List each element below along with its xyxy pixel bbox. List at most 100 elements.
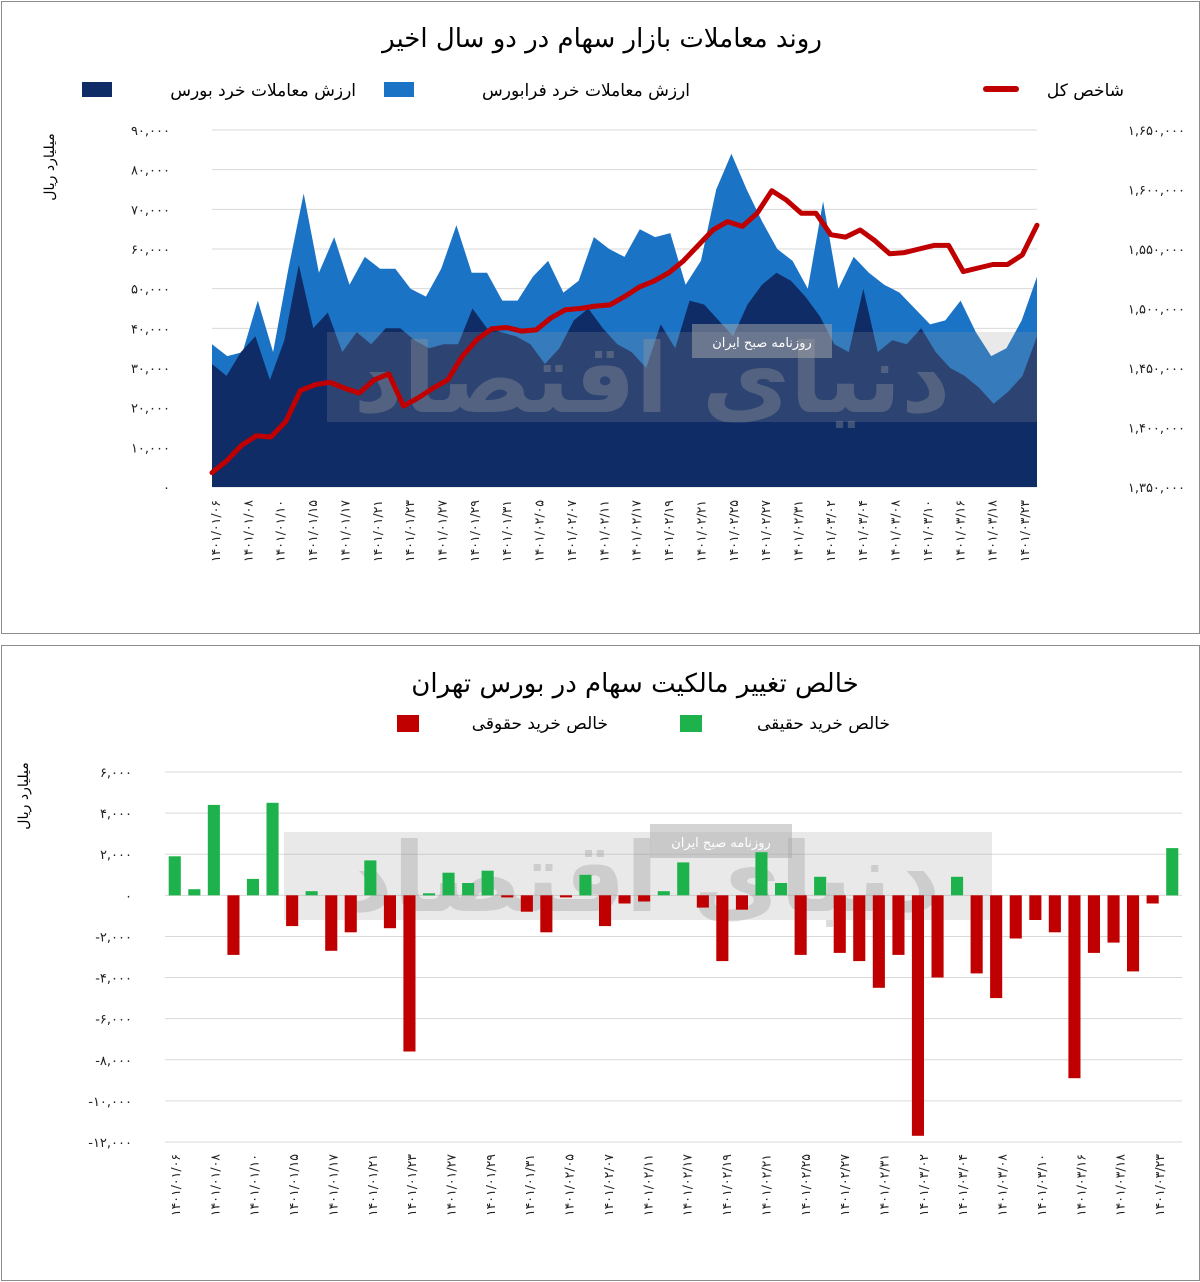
svg-text:روزنامه صبح ایران: روزنامه صبح ایران	[712, 336, 812, 351]
y-tick-label: -۸,۰۰۰	[95, 1054, 132, 1069]
bar	[696, 895, 709, 908]
x-tick-label: ۱۴۰۱/۰۱/۲۷	[444, 1154, 459, 1216]
bar	[814, 876, 827, 896]
x-tick-label: ۱۴۰۱/۰۱/۲۹	[483, 1154, 498, 1216]
x-tick-label: ۱۴۰۱/۰۱/۲۱	[370, 500, 385, 562]
bar	[462, 883, 475, 896]
y2-tick-label: ۱,۴۰۰,۰۰۰	[1128, 422, 1185, 437]
bar	[168, 856, 181, 896]
bar	[344, 895, 357, 933]
y-tick-label: -۱۰,۰۰۰	[88, 1095, 132, 1110]
legend-swatch-legal	[397, 715, 419, 732]
y-tick-label: ۰	[163, 481, 170, 496]
bar	[911, 895, 924, 1136]
bar	[1127, 895, 1140, 972]
x-tick-label: ۱۴۰۱/۰۲/۳۱	[877, 1154, 892, 1216]
x-tick-label: ۱۴۰۱/۰۲/۲۱	[758, 1154, 773, 1216]
bar	[1087, 895, 1100, 953]
x-tick-label: ۱۴۰۱/۰۲/۲۷	[758, 500, 773, 562]
x-tick-label: ۱۴۰۱/۰۲/۲۵	[726, 500, 741, 562]
bar	[735, 895, 748, 910]
y-axis-label: میلیارد ریال	[16, 762, 32, 829]
bar	[1146, 895, 1159, 904]
bar	[364, 860, 377, 896]
x-tick-label: ۱۴۰۱/۰۳/۲۳	[1152, 1154, 1167, 1216]
legend-label-farabourse: ارزش معاملات خرد فرابورس	[482, 81, 690, 101]
bar	[403, 895, 416, 1052]
x-tick-label: ۱۴۰۱/۰۳/۱۸	[1113, 1154, 1128, 1216]
bar	[286, 895, 299, 927]
x-tick-label: ۱۴۰۱/۰۱/۰۶	[168, 1154, 183, 1216]
net-ownership-chart: خالص تغییر مالکیت سهام در بورس تهران خال…	[16, 669, 1182, 1216]
chart-title: خالص تغییر مالکیت سهام در بورس تهران	[411, 669, 858, 699]
x-tick-label: ۱۴۰۱/۰۳/۰۴	[955, 1154, 970, 1216]
x-tick-label: ۱۴۰۱/۰۲/۰۷	[564, 500, 579, 562]
y2-tick-label: ۱,۴۵۰,۰۰۰	[1128, 362, 1185, 377]
x-tick-label: ۱۴۰۱/۰۳/۱۸	[985, 500, 1000, 562]
x-tick-label: ۱۴۰۱/۰۱/۲۷	[435, 500, 450, 562]
y-tick-label: ۴۰,۰۰۰	[131, 322, 170, 337]
bar	[599, 895, 612, 927]
y2-tick-label: ۱,۵۰۰,۰۰۰	[1128, 303, 1185, 318]
x-tick-label: ۱۴۰۱/۰۳/۱۰	[920, 500, 935, 562]
index-line-series	[209, 188, 1040, 476]
bar	[1009, 895, 1022, 939]
legend-label-individual: خالص خرید حقیقی	[757, 714, 890, 734]
bar	[657, 891, 670, 896]
x-tick-label: ۱۴۰۱/۰۲/۱۹	[719, 1154, 734, 1216]
chart-title: روند معاملات بازار سهام در دو سال اخیر	[380, 24, 822, 54]
legend-swatch-farabourse	[384, 82, 414, 97]
bar	[188, 889, 201, 896]
watermark: دنیای اقتصاد روزنامه صبح ایران	[327, 323, 1037, 435]
x-tick-label: ۱۴۰۱/۰۲/۰۵	[562, 1154, 577, 1216]
bar	[246, 878, 259, 896]
y-tick-label: ۶,۰۰۰	[100, 766, 132, 781]
x-tick-label: ۱۴۰۱/۰۱/۰۸	[207, 1154, 222, 1216]
y-tick-label: ۷۰,۰۰۰	[131, 203, 170, 218]
y-tick-label: ۶۰,۰۰۰	[131, 243, 170, 258]
svg-text:دنیای اقتصاد: دنیای اقتصاد	[354, 323, 951, 435]
x-tick-label: ۱۴۰۱/۰۳/۱۶	[952, 500, 967, 562]
y-tick-label: ۰	[125, 889, 132, 904]
x-tick-label: ۱۴۰۱/۰۱/۲۹	[467, 500, 482, 562]
bar	[1107, 895, 1120, 943]
x-tick-label: ۱۴۰۱/۰۳/۰۸	[888, 500, 903, 562]
x-axis-ticks: ۱۴۰۱/۰۱/۰۶ ۱۴۰۱/۰۱/۰۸ ۱۴۰۱/۰۱/۱۰ ۱۴۰۱/۰۱/۱۵…	[208, 500, 1032, 562]
legend-swatch-bourse	[82, 82, 112, 97]
x-axis-ticks: ۱۴۰۱/۰۱/۰۶ ۱۴۰۱/۰۱/۰۸ ۱۴۰۱/۰۱/۱۰ ۱۴۰۱/۰۱/۱۵…	[168, 1154, 1167, 1216]
bar	[618, 895, 631, 904]
bar	[853, 895, 866, 962]
x-tick-label: ۱۴۰۱/۰۱/۰۶	[208, 500, 223, 562]
bar	[716, 895, 729, 962]
x-tick-label: ۱۴۰۱/۰۲/۰۵	[532, 500, 547, 562]
y-axis-ticks: ۶,۰۰۰ ۴,۰۰۰ ۲,۰۰۰ ۰ -۲,۰۰۰ -۴,۰۰۰ -۶,۰۰۰ -۸,۰۰۰…	[88, 766, 132, 1151]
x-tick-label: ۱۴۰۱/۰۲/۱۱	[596, 500, 611, 562]
bar	[305, 891, 318, 896]
x-tick-label: ۱۴۰۱/۰۲/۱۷	[629, 500, 644, 562]
bar	[794, 895, 807, 955]
bar	[325, 895, 338, 951]
x-tick-label: ۱۴۰۱/۰۲/۱۹	[661, 500, 676, 562]
bar	[520, 895, 533, 912]
bar	[481, 870, 494, 896]
y-tick-label: ۲۰,۰۰۰	[131, 402, 170, 417]
bar	[677, 862, 690, 896]
bar	[540, 895, 553, 933]
bar-series	[168, 802, 1179, 1136]
bar	[383, 895, 396, 929]
x-tick-label: ۱۴۰۱/۰۳/۰۲	[916, 1154, 931, 1216]
trading-trend-chart-panel: روند معاملات بازار سهام در دو سال اخیر ا…	[1, 1, 1200, 634]
bar	[423, 893, 436, 896]
x-tick-label: ۱۴۰۱/۰۳/۱۰	[1034, 1154, 1049, 1216]
x-tick-label: ۱۴۰۱/۰۳/۰۴	[855, 500, 870, 562]
index-line	[209, 188, 1040, 476]
y-tick-label: ۵۰,۰۰۰	[131, 283, 170, 298]
svg-text:دنیای اقتصاد: دنیای اقتصاد	[344, 822, 941, 934]
x-tick-label: ۱۴۰۱/۰۲/۱۱	[640, 1154, 655, 1216]
y-tick-label: ۹۰,۰۰۰	[131, 124, 170, 139]
y-axis-ticks: ۹۰,۰۰۰ ۸۰,۰۰۰ ۷۰,۰۰۰ ۶۰,۰۰۰ ۵۰,۰۰۰ ۴۰,۰۰۰ ۳۰,۰…	[131, 124, 170, 496]
legend-swatch-individual	[680, 715, 702, 732]
bar	[970, 895, 983, 974]
x-tick-label: ۱۴۰۱/۰۱/۱۵	[305, 500, 320, 562]
bar	[990, 895, 1003, 999]
